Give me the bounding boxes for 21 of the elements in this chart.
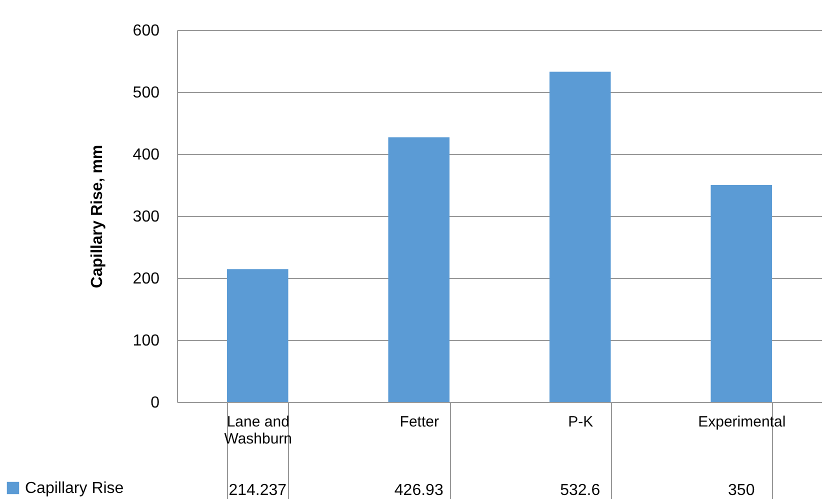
y-axis-title: Capillary Rise, mm [88, 144, 106, 288]
data-label: 426.93 [394, 482, 444, 499]
y-tick-label: 200 [132, 270, 160, 288]
y-tick-label: 500 [132, 84, 160, 102]
x-tick-label: Lane and Washburn [224, 414, 292, 448]
y-tick-label: 600 [132, 22, 160, 40]
bar [710, 185, 772, 402]
data-label: 532.6 [560, 482, 600, 499]
bar [226, 269, 288, 402]
legend-label: Capillary Rise [25, 480, 124, 497]
x-tick-label: Experimental [698, 414, 786, 430]
bar [549, 72, 611, 402]
y-tick-label: 300 [132, 208, 160, 226]
y-tick-label: 100 [132, 332, 160, 350]
x-tick-label: Fetter [400, 414, 439, 430]
data-label: 214.237 [228, 482, 287, 499]
data-label: 350 [728, 482, 755, 499]
x-tick-label: P-K [568, 414, 594, 430]
y-tick-label: 400 [132, 146, 160, 164]
y-tick-label: 0 [150, 394, 160, 412]
bar [388, 137, 450, 402]
